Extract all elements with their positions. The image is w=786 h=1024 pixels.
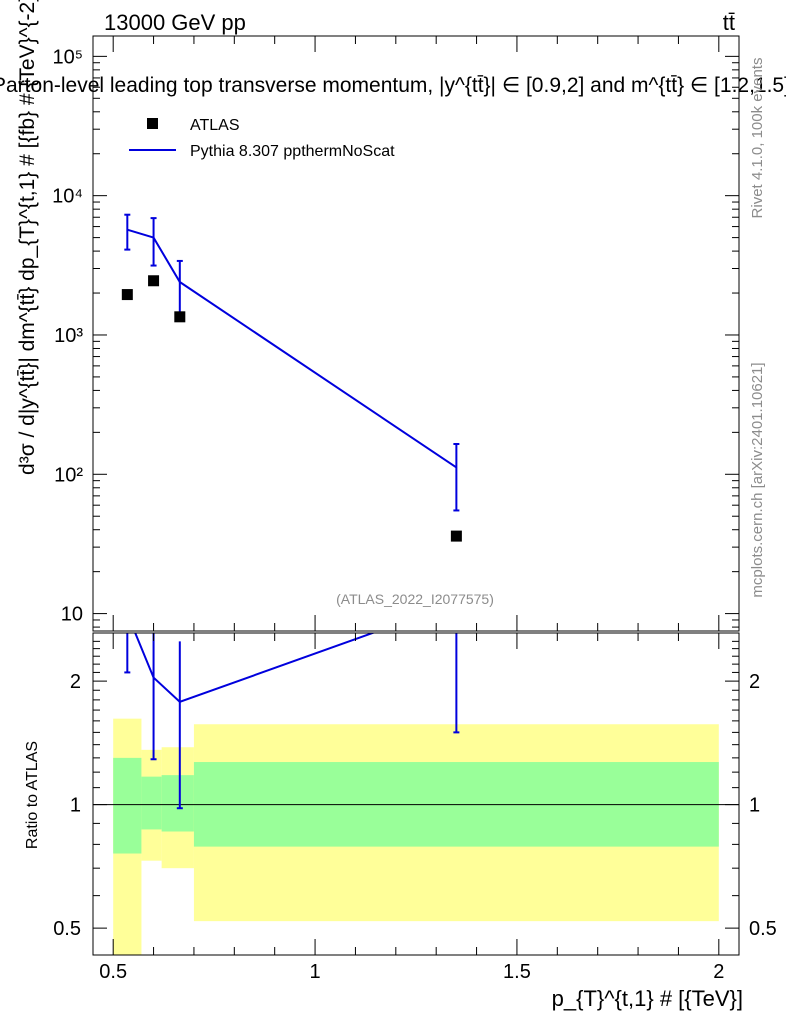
ratio-y-tick-label-right: 1 xyxy=(749,795,760,817)
analysis-id: (ATLAS_2022_I2077575) xyxy=(336,591,494,607)
ratio-y-tick-label-left: 0.5 xyxy=(53,918,81,940)
ratio-panel-frame xyxy=(92,632,740,956)
atlas-data-point xyxy=(121,289,133,301)
pythia-line xyxy=(127,228,457,469)
legend-atlas-label: ATLAS xyxy=(190,117,240,134)
legend-pythia-label: Pythia 8.307 ppthermNoScat xyxy=(190,143,395,160)
ratio-uncertainty-band-inner xyxy=(113,757,142,854)
main-panel-frame xyxy=(92,35,740,632)
x-axis-title: p_{T}^{t,1} # [{TeV}] xyxy=(552,986,743,1011)
legend-atlas-marker xyxy=(147,118,158,129)
atlas-data-point xyxy=(450,530,462,542)
x-tick-label: 1 xyxy=(310,961,321,983)
plot-title: Parton-level leading top transverse mome… xyxy=(0,74,786,97)
process-label: tt̄ xyxy=(723,10,735,35)
energy-label: 13000 GeV pp xyxy=(104,10,246,35)
ratio-y-tick-label-left: 1 xyxy=(70,795,81,817)
ratio-y-tick-label-left: 2 xyxy=(70,671,81,693)
ratio-y-tick-label-right: 2 xyxy=(749,671,760,693)
mcplots-label: mcplots.cern.ch [arXiv:2401.10621] xyxy=(749,362,766,597)
main-y-tick-label: 10³ xyxy=(54,325,83,347)
main-y-tick-label: 10² xyxy=(54,464,83,486)
rivet-label: Rivet 4.1.0, 100k events xyxy=(749,58,766,219)
main-y-axis-title: d³σ / d|y^{tt̄}| dm^{tt̄} dp_{T}^{t,1} #… xyxy=(16,0,39,475)
main-y-tick-label: 10 xyxy=(61,604,83,626)
atlas-data-point xyxy=(174,311,186,323)
ratio-y-tick-label-right: 0.5 xyxy=(749,918,777,940)
x-tick-label: 2 xyxy=(713,961,724,983)
atlas-data-point xyxy=(148,275,160,287)
x-tick-label: 0.5 xyxy=(99,961,127,983)
x-tick-label: 1.5 xyxy=(503,961,531,983)
ratio-y-axis-title: Ratio to ATLAS xyxy=(24,741,41,849)
main-y-tick-label: 10⁵ xyxy=(52,46,83,68)
ratio-uncertainty-band-inner xyxy=(141,776,162,830)
ratio-uncertainty-band-inner xyxy=(161,775,194,832)
pythia-ratio-line xyxy=(134,633,376,704)
main-y-tick-label: 10⁴ xyxy=(52,186,83,208)
